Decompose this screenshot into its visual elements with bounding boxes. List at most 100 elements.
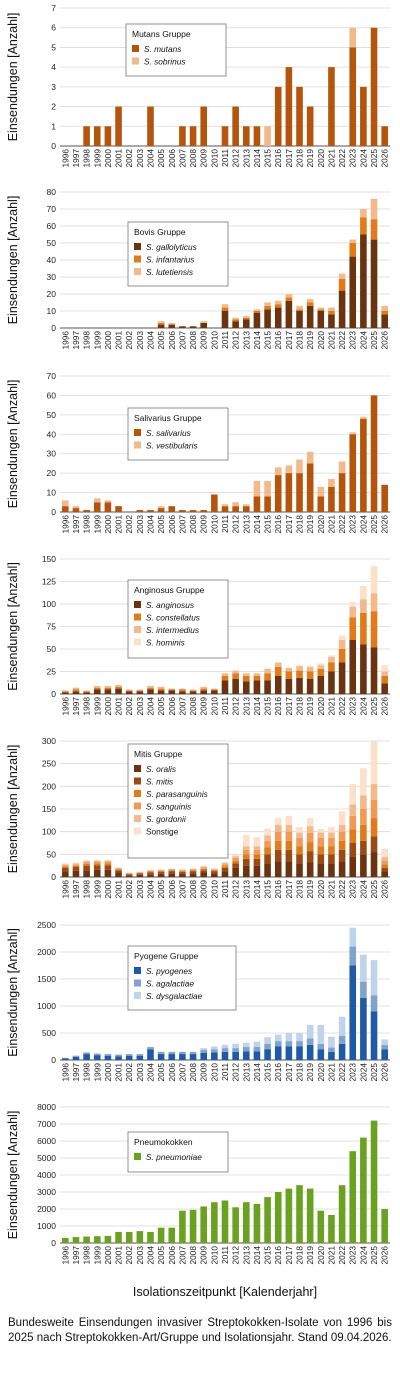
legend-box [127,1131,229,1173]
bar-segment [274,1192,282,1243]
bar-segment [83,861,90,863]
bar-segment [370,27,378,146]
bar-segment [338,273,346,279]
x-tick-label: 2020 [316,697,326,716]
bar-segment [296,854,303,864]
legend-swatch [134,601,141,608]
bar-segment [360,217,367,235]
legend-swatch [134,815,141,822]
bar-segment [93,498,101,503]
bar-segment [253,480,261,497]
bar-segment [296,665,303,667]
x-tick-label: 1996 [60,697,70,716]
x-tick-label: 2020 [316,331,326,350]
legend-box [127,743,229,859]
bar-segment [328,863,335,877]
bar-segment [328,657,335,663]
x-tick-label: 2024 [358,1246,368,1265]
y-tick-label: 4000 [37,1170,56,1180]
bar-segment [93,1055,101,1060]
bar-segment [317,663,325,666]
bar-segment [168,870,176,872]
x-tick-label: 2004 [145,515,155,534]
legend-swatch [134,613,141,621]
bar-segment [285,300,293,328]
bar-segment [211,1046,218,1050]
x-tick-label: 1998 [82,331,92,350]
bar-segment [189,691,197,694]
bar-segment [370,1011,378,1060]
bar-segment [232,670,239,674]
x-tick-label: 2004 [145,880,155,899]
x-tick-label: 2001 [114,149,124,168]
bar-segment [370,611,378,648]
bar-segment [253,126,261,146]
x-tick-label: 2025 [369,331,379,350]
bar-segment [200,1052,208,1060]
bar-segment [360,981,367,998]
bar-segment [264,305,271,310]
legend-entry: S. intermedius [146,625,199,635]
legend-swatch [132,57,139,65]
x-tick-label: 1997 [71,1063,81,1082]
x-tick-label: 2025 [369,149,379,168]
bar-segment [125,689,133,691]
bar-segment [296,311,303,328]
bar-segment [306,671,314,679]
bar-segment [296,666,303,671]
x-tick-label: 2025 [369,515,379,534]
bar-segment [360,86,367,146]
bar-segment [264,1043,271,1050]
legend-swatch [134,268,141,275]
bar-segment [317,668,325,676]
bar-segment [115,106,122,146]
x-tick-label: 2009 [199,697,209,716]
bar-segment [72,867,80,871]
x-tick-label: 2007 [177,331,187,350]
bar-segment [274,849,282,862]
bar-segment [370,198,378,220]
x-tick-label: 2017 [284,331,294,350]
bar-segment [232,319,239,322]
bar-segment [360,234,367,328]
legend-swatch [134,243,141,250]
x-tick-label: 2018 [295,515,305,534]
x-tick-label: 2024 [358,331,368,350]
bar-segment [306,106,314,146]
bar-segment [264,1049,271,1060]
bar-segment [349,602,357,607]
bar-segment [147,687,154,690]
x-tick-label: 2020 [316,880,326,899]
y-tick-label: 250 [42,759,56,769]
y-tick-label: 40 [47,429,57,439]
x-tick-label: 2008 [188,331,198,350]
bar-segment [306,667,314,672]
y-axis-label: Einsendungen [Anzahl] [6,928,20,1057]
bar-segment [62,871,69,877]
bar-segment [147,1049,154,1060]
legend-entry: S. agalactiae [146,979,194,989]
x-tick-label: 2009 [199,1063,209,1082]
bar-segment [115,869,122,871]
bar-segment [200,690,208,694]
x-tick-label: 1996 [60,149,70,168]
legend-entry: S. dysgalactiae [146,991,203,1001]
y-tick-label: 50 [47,238,57,248]
x-tick-label: 2012 [231,697,241,716]
x-tick-label: 2009 [199,880,209,899]
bar-segment [200,868,208,871]
legend-box [125,23,227,77]
bar-segment [115,506,122,512]
bar-segment [328,307,335,311]
y-tick-label: 20 [47,468,57,478]
x-tick-label: 2004 [145,331,155,350]
bar-segment [168,506,176,512]
bar-segment [221,864,229,867]
x-tick-label: 2026 [380,515,390,534]
bar-segment [189,510,197,512]
x-tick-label: 2013 [241,149,251,168]
bar-segment [62,1058,69,1060]
bar-segment [285,667,293,672]
x-tick-label: 2013 [241,1063,251,1082]
bar-segment [349,239,357,243]
